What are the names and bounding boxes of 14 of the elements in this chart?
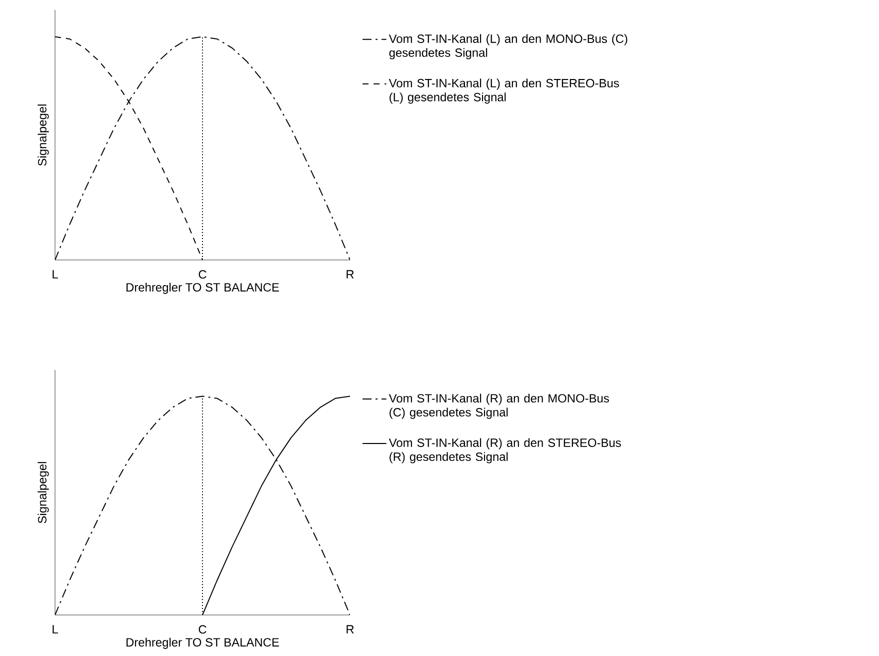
x-tick-label: C: [198, 270, 206, 279]
x-tick-label: C: [198, 625, 206, 634]
x-tick-label: L: [52, 270, 58, 278]
x-tick-label: R: [346, 625, 354, 634]
legend-label: Vom ST-IN-Kanal (R) an den STEREO-Bus (R) gesendetes Signal: [388, 438, 621, 464]
legend-label: Vom ST-IN-Kanal (L) an den MONO-Bus (C) gesendetes Signal: [388, 34, 628, 60]
legend-label: Vom ST-IN-Kanal (R) an den MONO-Bus (C) gesendetes Signal: [388, 394, 609, 419]
x-axis-title: Drehregler TO ST BALANCE: [126, 282, 279, 294]
x-axis-title: Drehregler TO ST BALANCE: [126, 638, 279, 649]
y-axis-title: Signalpegel: [38, 462, 49, 524]
legend-label: Vom ST-IN-Kanal (L) an den STEREO-Bus (L) gesendetes Signal: [388, 78, 619, 104]
y-axis-title: Signalpegel: [38, 104, 49, 166]
x-tick-label: L: [52, 625, 58, 634]
x-tick-label: R: [346, 270, 354, 278]
